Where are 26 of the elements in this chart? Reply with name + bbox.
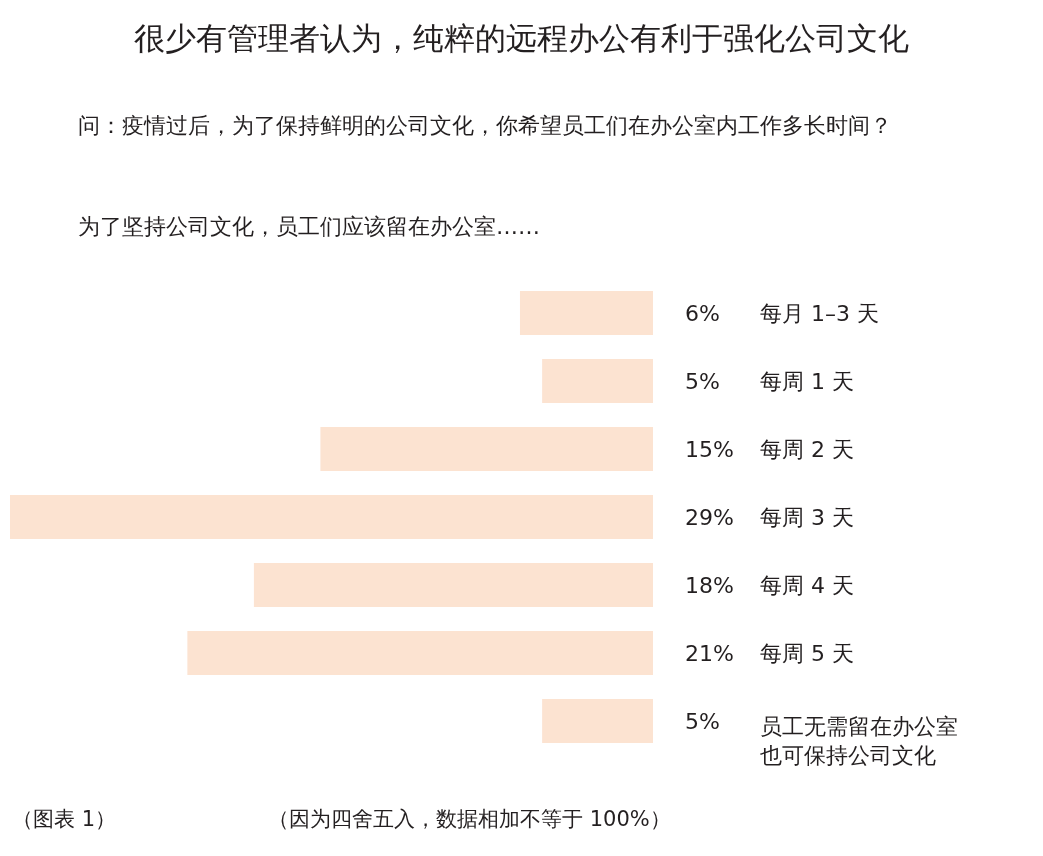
y-tick-label: 每周 4 天	[760, 573, 854, 598]
data-label: 5%	[685, 709, 720, 734]
data-label: 5%	[685, 369, 720, 394]
y-tick-label: 每周 3 天	[760, 505, 854, 530]
bar	[253, 562, 653, 608]
bar	[542, 358, 653, 404]
bar	[542, 698, 653, 744]
bar	[10, 494, 653, 540]
y-tick-label: 每月 1–3 天	[760, 301, 879, 326]
bar	[519, 290, 653, 336]
y-tick-label: 每周 2 天	[760, 437, 854, 462]
chart-title: 很少有管理者认为，纯粹的远程办公有利于强化公司文化	[133, 19, 910, 58]
data-label: 29%	[685, 505, 734, 530]
bar	[187, 630, 653, 676]
text: （因为四舍五入，数据相加不等于 100%）	[268, 806, 671, 833]
y-tick-label: 员工无需留在办公室也可保持公司文化	[760, 714, 958, 768]
data-label: 21%	[685, 641, 734, 666]
bar	[320, 426, 653, 472]
data-label: 15%	[685, 437, 734, 462]
chart-subtitle: 问：疫情过后，为了保持鲜明的公司文化，你希望员工们在办公室内工作多长时间？	[77, 112, 893, 140]
y-tick-label: 每周 5 天	[760, 641, 854, 666]
data-label: 18%	[685, 573, 734, 598]
y-axis-title: 为了坚持公司文化，员工们应该留在办公室……	[78, 213, 540, 241]
data-label: 6%	[685, 301, 720, 326]
text: （图表 1）	[12, 806, 117, 833]
y-tick-label: 每周 1 天	[760, 369, 854, 394]
